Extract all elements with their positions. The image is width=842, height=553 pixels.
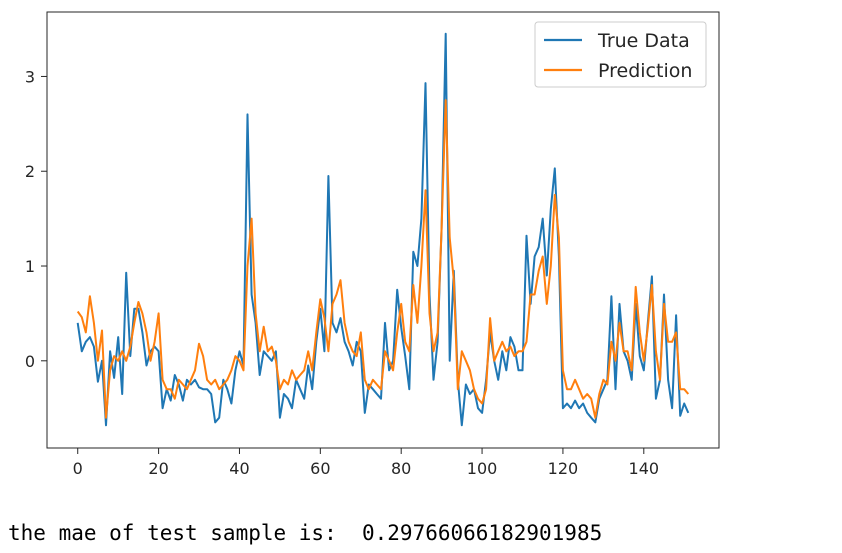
x-tick-label: 40 [229,459,249,478]
x-tick-label: 0 [73,459,83,478]
y-tick-label: 0 [25,352,35,371]
plot-series [76,32,690,427]
x-tick-label: 140 [629,459,660,478]
x-tick-label: 120 [548,459,579,478]
legend: True Data Prediction [534,21,707,88]
x-tick-label: 20 [148,459,168,478]
y-tick-label: 3 [25,67,35,86]
y-tick-label: 1 [25,257,35,276]
y-tick-label: 2 [25,162,35,181]
x-tick-label: 100 [467,459,498,478]
x-tick-label: 60 [310,459,330,478]
series-line-prediction [76,99,690,419]
axes-frame [46,11,720,449]
chart: 0 20 40 60 80 100 120 140 0 1 2 3 True Data Predic… [25,11,720,478]
x-axis: 0 20 40 60 80 100 120 140 [73,448,659,478]
mae-output-text: the mae of test sample is: 0.29766066182… [8,521,603,545]
legend-label-true-data: True Data [597,30,690,52]
legend-label-prediction: Prediction [598,60,692,82]
y-axis: 0 1 2 3 [25,67,47,371]
x-tick-label: 80 [391,459,411,478]
